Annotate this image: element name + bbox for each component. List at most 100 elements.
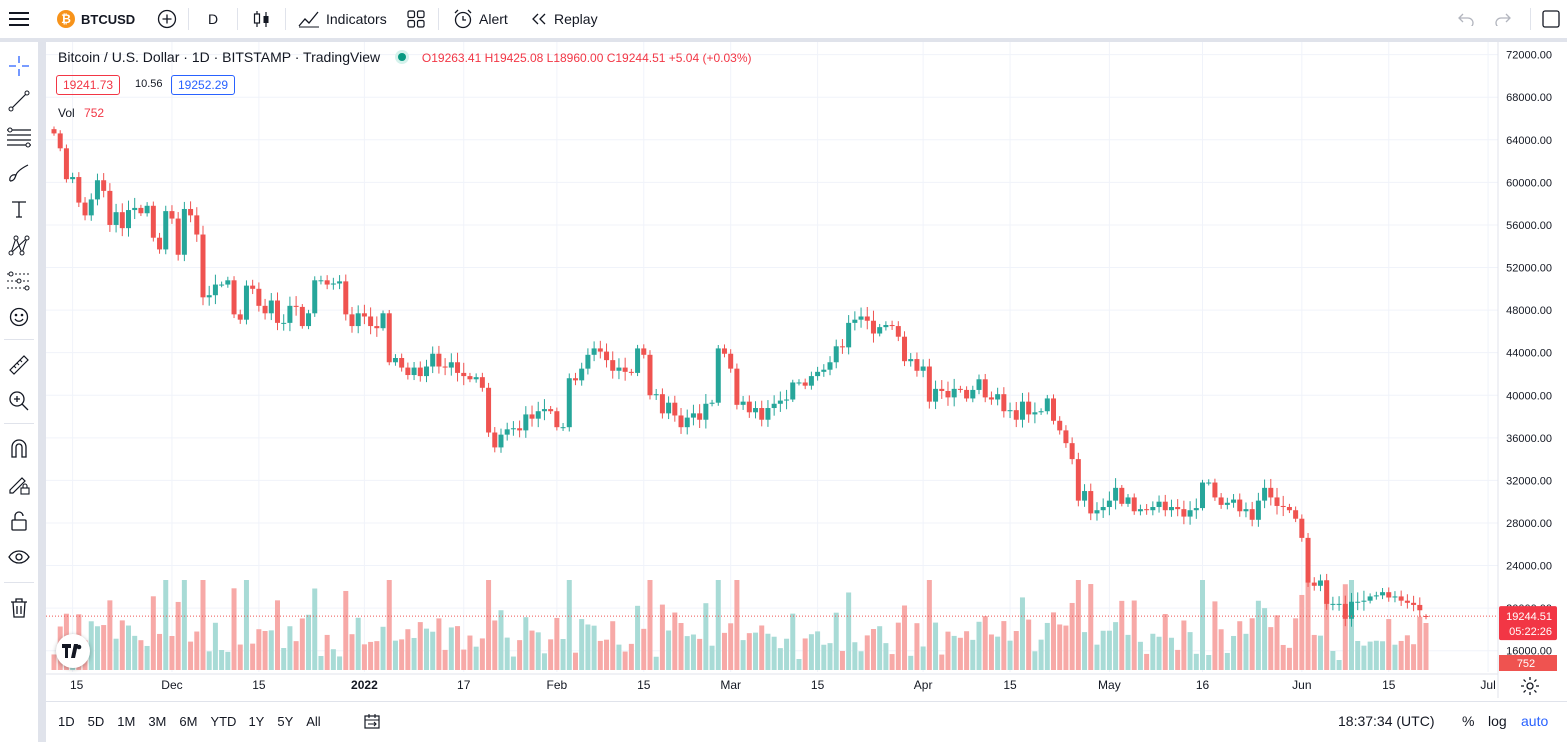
volume-bar [877,626,883,670]
candle-body [697,413,703,420]
trash-icon[interactable] [5,594,33,622]
candle-body [951,388,957,398]
undo-icon[interactable] [1457,0,1475,38]
volume-badge [1499,655,1557,671]
volume-bar [858,651,864,670]
date-range-icon[interactable] [363,702,381,740]
candle-body [219,284,225,286]
volume-bar [870,629,876,670]
text-icon[interactable] [5,195,33,223]
time-tick-label: May [1098,678,1121,692]
candle-body [1026,401,1032,415]
symbol-search[interactable]: ₿ BTCUSD [57,0,135,38]
volume-bar [939,654,945,670]
volume-bar [591,625,597,670]
volume-bar [604,639,610,670]
volume-bar [585,624,591,670]
volume-bar [274,600,280,670]
utc-clock[interactable]: 18:37:34 (UTC) [1338,713,1435,729]
volume-bar [1311,634,1317,670]
tv-logo-icon[interactable] [56,634,90,668]
candle-body [771,403,777,409]
candle-body [1237,499,1243,512]
range-button-5d[interactable]: 5D [87,713,105,729]
time-tick-label: Mar [720,678,741,692]
range-button-1d[interactable]: 1D [58,713,75,729]
settings-icon[interactable] [1520,676,1540,696]
fib-icon[interactable] [5,123,33,151]
indicators-button[interactable]: Indicators [298,0,387,38]
add-symbol-icon[interactable] [157,0,177,38]
candle-body [864,316,870,321]
volume-bar [1317,635,1323,670]
legend-title[interactable]: Bitcoin / U.S. Dollar · 1D · BITSTAMP · … [58,49,381,65]
countdown-label: 05:22:26 [1509,626,1552,638]
candle-body [492,432,498,448]
candle-body [1349,601,1355,619]
volume-bar [721,632,727,670]
lock-icon[interactable] [5,507,33,535]
lock-draw-icon[interactable] [5,471,33,499]
range-button-ytd[interactable]: YTD [210,713,237,729]
volume-bar [1168,637,1174,670]
price-chart[interactable]: 72000.00 68000.00 64000.00 60000.00 56000.00… [46,42,1567,698]
candle-body [560,427,566,429]
redo-icon[interactable] [1494,0,1512,38]
templates-icon[interactable] [406,0,426,38]
interval-button[interactable]: D [208,0,218,38]
candle-body [119,212,125,229]
volume-bar [479,638,485,670]
candle-body [839,346,845,348]
range-button-6m[interactable]: 6M [179,713,198,729]
pattern-icon[interactable] [5,231,33,259]
menu-icon[interactable] [9,0,29,38]
fullscreen-icon[interactable] [1541,0,1561,38]
range-button-all[interactable]: All [306,713,321,729]
volume-bar [1268,627,1274,670]
range-button-1y[interactable]: 1Y [248,713,265,729]
volume-bar [597,640,603,670]
candle-body [287,305,293,323]
crosshair-icon[interactable] [5,52,33,80]
magnet-icon[interactable] [5,435,33,463]
volume-bar [337,656,343,670]
alert-button[interactable]: Alert [452,0,508,38]
zoom-icon[interactable] [5,387,33,415]
percent-toggle[interactable]: % [1462,713,1475,729]
volume-badge-label: 752 [1517,658,1535,670]
sell-price-box[interactable]: 19241.73 [56,75,121,95]
emoji-icon[interactable] [5,303,33,331]
volume-bar [802,638,808,670]
volume-bar [1336,660,1342,670]
candle-body [1336,603,1342,605]
last-price-badge [1499,606,1557,641]
volume-bar [1200,580,1206,670]
trend-line-icon[interactable] [5,87,33,115]
buy-price-box[interactable]: 19252.29 [171,75,236,95]
range-button-5y[interactable]: 5Y [277,713,294,729]
range-button-3m[interactable]: 3M [148,713,167,729]
candle-body [312,280,318,314]
log-toggle[interactable]: log [1488,713,1507,729]
candle-body [678,415,684,428]
candle-body [914,359,920,371]
ruler-icon[interactable] [5,351,33,379]
range-button-1m[interactable]: 1M [117,713,136,729]
price-axis[interactable] [1498,42,1567,698]
candle-body [281,322,287,324]
volume-bar [951,635,957,670]
volume-bar [1150,633,1156,670]
eye-icon[interactable] [5,543,33,571]
forecast-icon[interactable] [5,267,33,295]
candles-icon[interactable] [253,0,271,38]
brush-icon[interactable] [5,159,33,187]
price-tick-label: 36000.00 [1506,433,1552,445]
candle-body [442,366,448,368]
chart-pane[interactable]: 72000.00 68000.00 64000.00 60000.00 56000.00… [46,42,1567,698]
candle-body [1193,508,1199,511]
auto-toggle[interactable]: auto [1521,713,1549,729]
candle-body [1293,510,1299,519]
candle-body [293,305,299,307]
bottom-toolbar: 1D 5D 1M 3M 6M YTD 1Y 5Y All 18:37:34 (UTC) % lo… [46,701,1567,743]
replay-button[interactable]: Replay [530,0,598,38]
